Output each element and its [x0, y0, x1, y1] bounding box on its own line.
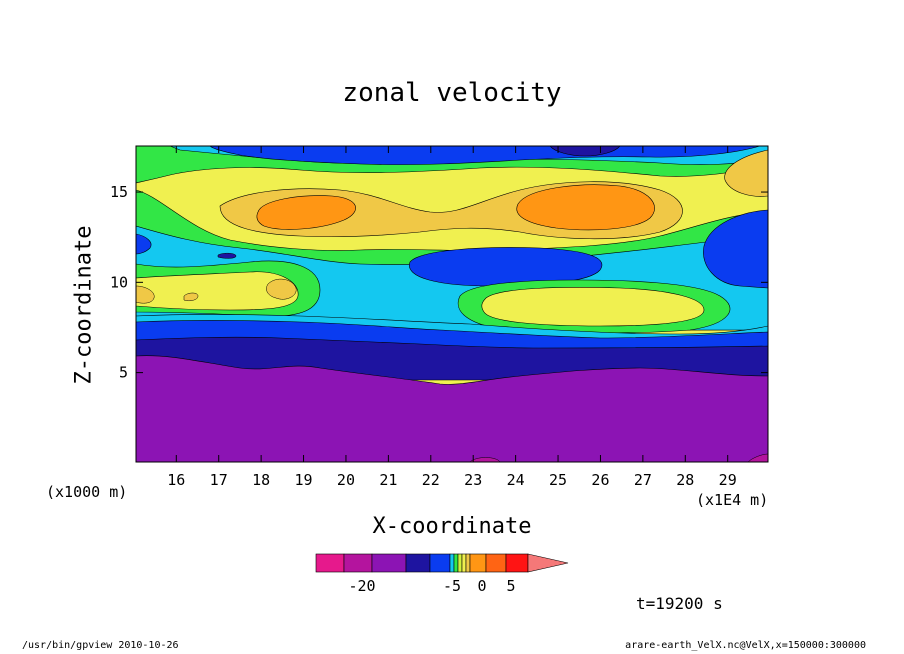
contour-orange-small-c [183, 292, 199, 302]
x-tick-label: 25 [549, 471, 567, 489]
colorbar-label: 5 [506, 577, 515, 595]
contour-navy-tiny [217, 252, 237, 259]
contour-yellow-core-right [481, 287, 705, 327]
colorbar-segment [405, 553, 431, 573]
contour-magenta-b [747, 453, 768, 462]
colorbar-segment [315, 553, 345, 573]
x-tick-label: 19 [295, 471, 313, 489]
colorbar-segment [429, 553, 451, 573]
contour-orange-small-b [136, 285, 155, 304]
colorbar-segment [453, 553, 459, 573]
x-tick-label: 17 [210, 471, 228, 489]
y-tick-label: 10 [110, 273, 128, 291]
contour-top-blue [209, 146, 761, 165]
x-tick-label: 21 [379, 471, 397, 489]
contour-purple-bottom [136, 355, 768, 462]
plot-frame [135, 145, 769, 463]
contour-orange-core-left [256, 195, 356, 230]
colorbar-segment [465, 553, 471, 573]
contour-blue-blob-mid [409, 247, 603, 287]
colorbar-segment [343, 553, 373, 573]
x-scale-label: (x1E4 m) [696, 491, 769, 509]
colorbar-segment [469, 553, 487, 573]
y-axis-label: Z-coordinate [71, 225, 97, 385]
x-tick-label: 22 [422, 471, 440, 489]
chart-title: zonal velocity [342, 78, 562, 108]
x-tick-label: 24 [507, 471, 525, 489]
contour-orange-core-right [516, 184, 655, 231]
contour-field [136, 146, 768, 462]
colorbar-segment [449, 553, 455, 573]
colorbar-segment [461, 553, 467, 573]
contour-yellow-low-left [136, 271, 299, 311]
footer-right: arare-earth_VelX.nc@VelX,x=150000:300000 [625, 640, 866, 651]
y-tick-label: 5 [119, 364, 128, 382]
colorbar-segment [371, 553, 407, 573]
contour-blue-blob-right [703, 209, 768, 289]
x-tick-label: 28 [676, 471, 694, 489]
time-label: t=19200 s [636, 594, 723, 613]
colorbar-label: -20 [348, 577, 375, 595]
colorbar-arrow [527, 553, 569, 573]
contour-orange-small-a [266, 278, 297, 300]
axis-ticks: 16 17 18 19 20 21 22 23 24 25 26 27 28 29 5 10 15 [110, 146, 768, 489]
x-tick-label: 16 [167, 471, 185, 489]
x-tick-label: 27 [634, 471, 652, 489]
x-tick-label: 29 [719, 471, 737, 489]
contour-topright-orange [724, 149, 768, 197]
x-tick-label: 20 [337, 471, 355, 489]
colorbar: -20 -5 0 5 [315, 553, 569, 595]
contour-top-navy [549, 146, 621, 157]
colorbar-label: -5 [443, 577, 461, 595]
colorbar-segment [457, 553, 463, 573]
x-tick-label: 26 [591, 471, 609, 489]
x-axis-label: X-coordinate [372, 514, 532, 539]
colorbar-segment [505, 553, 529, 573]
footer-left: /usr/bin/gpview 2010-10-26 [22, 640, 179, 651]
x-tick-label: 23 [464, 471, 482, 489]
x-tick-label: 18 [252, 471, 270, 489]
colorbar-segment [485, 553, 507, 573]
contour-blue-blob-left [136, 233, 152, 255]
y-tick-label: 15 [110, 183, 128, 201]
colorbar-label: 0 [477, 577, 486, 595]
x-unit-label: (x1000 m) [46, 483, 128, 501]
